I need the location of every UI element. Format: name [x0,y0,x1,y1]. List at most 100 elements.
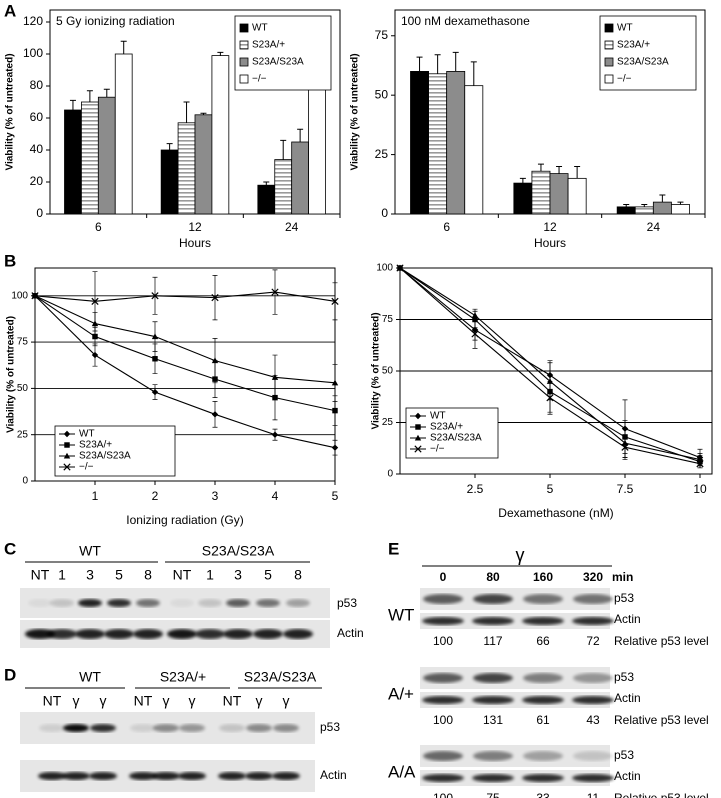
y-tick-label: 0 [381,206,388,220]
x-tick-label: 6 [95,220,102,234]
blot-band [104,629,134,639]
marker [91,351,99,359]
blot-band [39,724,65,732]
y-tick-label: 25 [382,417,394,428]
panel-letter: C [4,539,16,558]
y-tick-label: 75 [17,337,29,348]
blot-band [573,751,613,761]
y-tick-label: 50 [375,87,389,101]
legend-label: WT [617,23,633,34]
blot-band [25,629,55,639]
legend-label: −/− [617,74,632,85]
legend-box [599,15,697,91]
blot-band [246,724,272,732]
marker [211,294,219,302]
x-tick-label: 2 [152,489,159,503]
blot-band [226,599,250,607]
genotype-label: A/+ [388,684,414,703]
bar [114,53,133,215]
y-tick-label: 0 [36,206,43,220]
error-bar [217,51,224,56]
legend-label: WT [79,429,95,440]
error-bar [519,177,526,184]
relative-level: 100 [433,791,453,798]
blot-band [179,724,205,732]
error-bar [470,61,477,86]
lane-label: γ [163,693,170,709]
blot-band [107,599,131,607]
relative-level-label: Relative p53 level [614,713,709,727]
band-label: p53 [614,591,634,605]
treatment-label: γ [516,545,525,565]
y-tick-label: 50 [17,383,29,394]
bar [567,177,587,215]
legend-swatch [604,40,614,50]
marker [414,412,422,420]
blot-background [420,613,610,629]
lane-label: 5 [264,567,272,583]
blot-band [472,696,514,704]
y-axis-label: Viability (% of untreated) [350,53,361,170]
band-label: p53 [337,596,357,610]
lane-label: γ [189,693,196,709]
lane-label: NT [43,693,62,709]
chart-title: 100 nM dexamethasone [401,14,530,28]
series-line [34,295,336,384]
relative-level: 33 [536,791,550,798]
blot-band [170,599,194,607]
genotype-label: WT [388,605,414,624]
bar [177,122,196,215]
y-axis-label: Viability (% of untreated) [6,316,17,433]
y-tick-label: 75 [375,28,389,42]
y-tick-label: 0 [387,469,393,480]
band-label: p53 [614,670,634,684]
time-label: 160 [533,570,553,584]
error-bar [434,54,441,74]
y-tick-label: 50 [382,366,394,377]
legend-label: −/− [430,444,445,455]
relative-level: 131 [483,713,503,727]
blot-background [420,588,610,610]
marker [414,445,422,453]
blot-background [420,667,610,689]
bar [634,206,654,215]
bar [446,71,466,215]
x-tick-label: 2.5 [467,482,484,496]
blot-band [423,751,463,761]
x-tick-label: 24 [285,220,299,234]
error-bar [574,165,581,179]
unit-label: min [612,570,633,584]
blot-background [420,692,610,708]
series-line [34,295,336,412]
y-tick-label: 20 [30,174,44,188]
marker [92,333,98,340]
bar [160,149,179,215]
relative-level: 75 [486,791,500,798]
blot-band [63,724,89,732]
legend-swatch [604,57,614,67]
time-label: 0 [440,570,447,584]
y-tick-label: 120 [23,14,43,28]
x-axis-label: Ionizing radiation (Gy) [126,513,243,527]
bar [652,201,672,215]
lane-label: NT [223,693,242,709]
bar [616,206,636,215]
marker [546,394,554,402]
blot-band [130,724,156,732]
band-label: Actin [320,768,347,782]
blot-band [523,751,563,761]
x-tick-label: 1 [92,489,99,503]
band-label: Actin [614,769,641,783]
legend-swatch [239,57,249,67]
error-bar [103,88,110,98]
y-tick-label: 25 [17,429,29,440]
legend-label: S23A/+ [79,440,112,451]
blot-band [256,599,280,607]
blot-band [272,772,300,780]
blot-band [423,673,463,683]
error-bar [183,101,190,123]
lane-label: γ [283,693,290,709]
bar [513,182,533,215]
marker [271,431,279,438]
error-bar [280,139,287,160]
